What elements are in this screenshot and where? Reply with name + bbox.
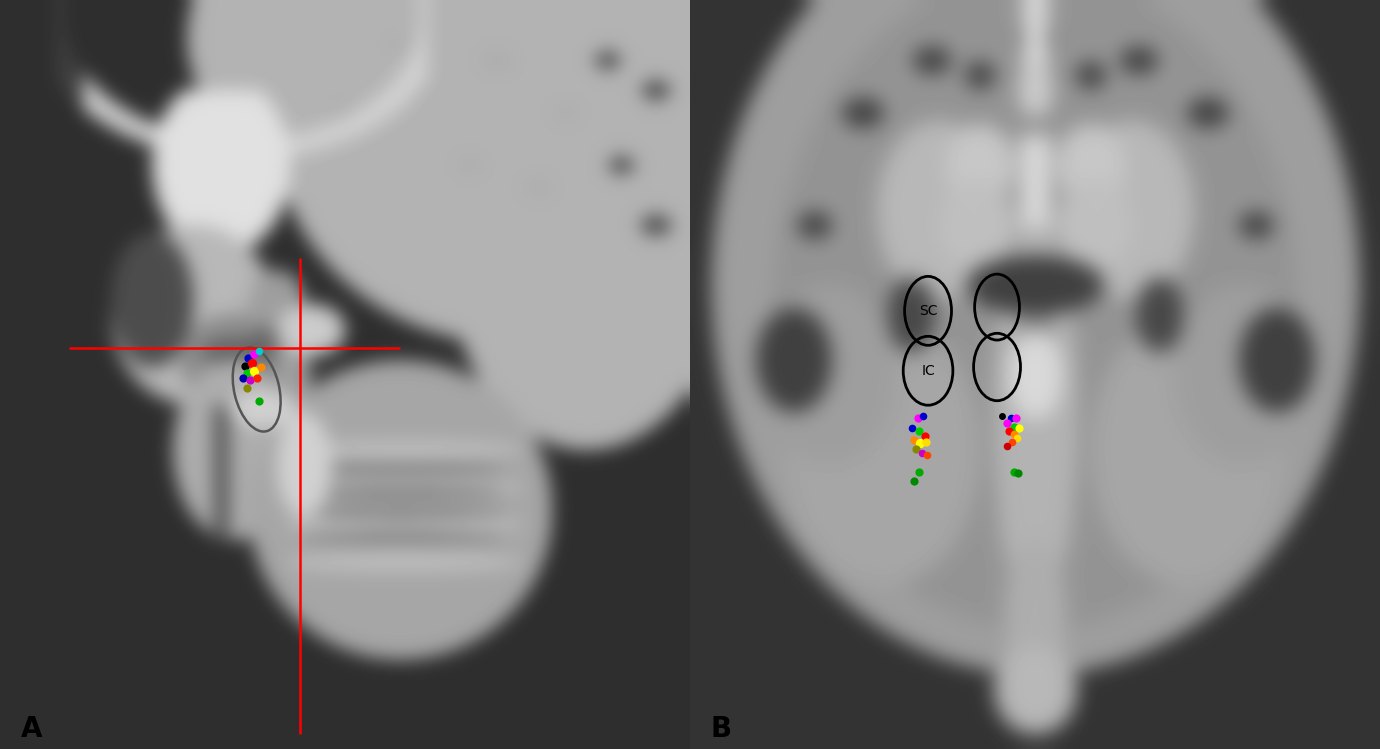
- Point: [243, 348, 265, 360]
- Point: [246, 372, 268, 384]
- Point: [999, 412, 1021, 424]
- Point: [237, 352, 259, 364]
- Point: [1003, 421, 1025, 433]
- Point: [903, 434, 925, 446]
- Point: [1005, 412, 1027, 424]
- Point: [232, 372, 254, 384]
- Point: [240, 374, 262, 386]
- Point: [248, 395, 270, 407]
- Point: [908, 425, 930, 437]
- Point: [903, 475, 925, 487]
- Point: [1002, 466, 1024, 478]
- Point: [996, 440, 1018, 452]
- Point: [905, 443, 927, 455]
- Text: IC: IC: [922, 364, 934, 377]
- Text: SC: SC: [919, 304, 937, 318]
- Point: [248, 345, 270, 357]
- Point: [908, 437, 930, 449]
- Point: [908, 466, 930, 478]
- Point: [915, 436, 937, 448]
- Point: [243, 365, 265, 377]
- Text: A: A: [21, 715, 43, 743]
- Point: [233, 360, 257, 372]
- Text: B: B: [711, 715, 731, 743]
- Point: [1003, 428, 1025, 440]
- Point: [998, 425, 1020, 437]
- Point: [1006, 432, 1028, 444]
- Point: [914, 430, 936, 442]
- Point: [250, 361, 272, 373]
- Point: [901, 422, 923, 434]
- Point: [996, 417, 1018, 429]
- Point: [1007, 467, 1029, 479]
- Point: [1007, 422, 1029, 434]
- Point: [1002, 436, 1024, 448]
- Point: [916, 449, 938, 461]
- Point: [912, 410, 934, 422]
- Point: [236, 382, 258, 394]
- Point: [911, 447, 933, 459]
- Point: [991, 410, 1013, 422]
- Point: [907, 412, 929, 424]
- Point: [236, 367, 258, 379]
- Point: [240, 357, 262, 369]
